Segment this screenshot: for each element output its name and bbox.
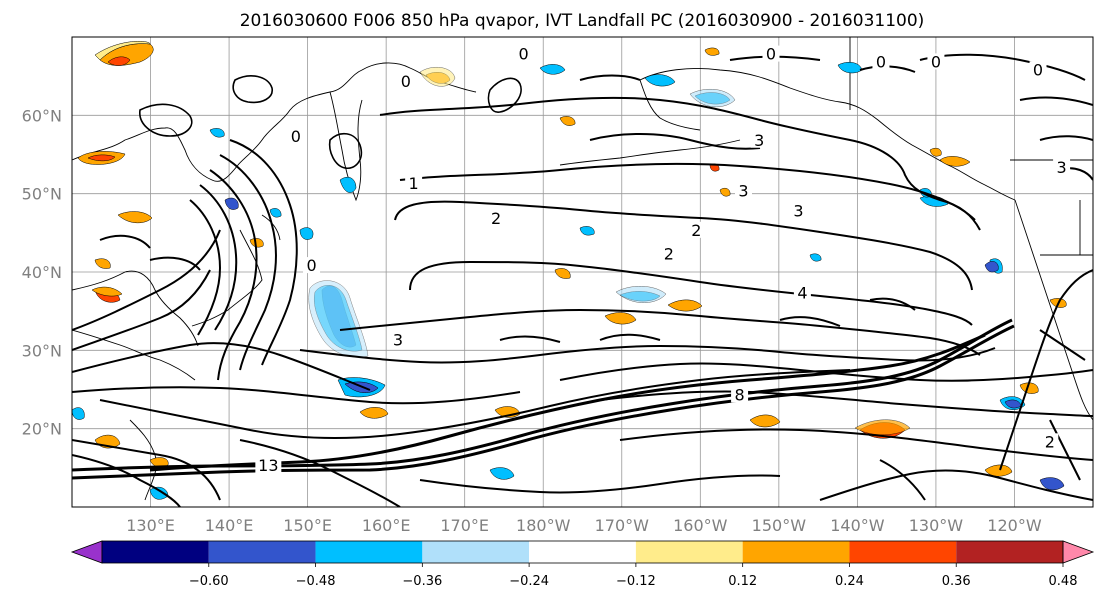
contour-label: 13 — [258, 456, 278, 475]
lon-tick-label: 120°W — [987, 516, 1042, 535]
contour-label-bg — [515, 45, 533, 62]
contour-label-bg — [1029, 61, 1047, 78]
contour-label: 1 — [409, 174, 419, 193]
lon-tick-label: 170°W — [595, 516, 650, 535]
colorbar-swatch — [315, 541, 423, 563]
contour-label-bg — [735, 182, 753, 199]
colorbar-tick-label: 0.12 — [728, 574, 757, 589]
contour-label: 0 — [1033, 60, 1043, 79]
contour-label: 0 — [306, 256, 316, 275]
contour-label: 0 — [766, 45, 776, 64]
contour-label-bg — [405, 174, 423, 191]
contour-label-bg — [389, 331, 407, 348]
colorbar: −0.60 −0.48 −0.36 −0.24 −0.12 0.12 0.24 0.36 0.4… — [70, 540, 1095, 589]
contour-label-bg — [397, 73, 415, 89]
contour-label: 0 — [876, 52, 886, 71]
lon-tick-label: 140°E — [205, 516, 254, 535]
colorbar-swatch — [208, 541, 316, 563]
contour-label: 2 — [1045, 432, 1055, 451]
contour-label: 0 — [519, 45, 529, 64]
lon-tick-label: 170°E — [440, 516, 489, 535]
contour-label-bg — [660, 245, 678, 262]
colorbar-tick-label: 0.48 — [1049, 574, 1078, 589]
lon-tick-label: 180°W — [516, 516, 571, 535]
lat-tick-label: 40°N — [22, 263, 62, 282]
colorbar-tick-label: −0.24 — [509, 574, 549, 589]
figure-title: 2016030600 F006 850 hPa qvapor, IVT Land… — [240, 11, 925, 31]
colorbar-swatch — [956, 541, 1063, 563]
lon-tick-label: 160°W — [673, 516, 728, 535]
contour-label-bg — [762, 45, 780, 62]
contour-label-bg — [927, 53, 945, 70]
lat-tick-label: 20°N — [22, 420, 62, 439]
contour-label-bg — [1053, 159, 1071, 176]
contour-label: 0 — [291, 127, 301, 146]
ivt-contours — [72, 53, 1093, 507]
lon-tick-label: 130°E — [126, 516, 175, 535]
colorbar-tick-label: 0.24 — [835, 574, 864, 589]
contour-label: 3 — [793, 201, 803, 220]
colorbar-extend-low — [70, 540, 103, 564]
lon-tick-label: 150°E — [283, 516, 332, 535]
colorbar-extend-high — [1062, 540, 1095, 564]
contour-label-bg — [731, 386, 749, 403]
contour-label-bg — [255, 456, 282, 473]
contour-label: 2 — [491, 209, 501, 228]
lon-tick-label: 130°W — [909, 516, 964, 535]
contour-label: 3 — [1056, 158, 1066, 177]
colorbar-tick-label: −0.12 — [616, 574, 656, 589]
contour-label: 4 — [797, 284, 807, 303]
contour-label-bg — [750, 131, 768, 148]
lat-tick-label: 30°N — [22, 341, 62, 360]
contour-label: 3 — [393, 331, 403, 350]
lat-tick-label: 50°N — [22, 185, 62, 204]
colorbar-outline — [101, 540, 1064, 564]
colorbar-tick-label: −0.60 — [189, 574, 229, 589]
contour-label-bg — [1041, 433, 1059, 450]
contour-label: 2 — [691, 221, 701, 240]
colorbar-swatch — [102, 541, 209, 563]
colorbar-swatch — [422, 541, 530, 563]
contour-label-bg — [789, 202, 807, 219]
colorbar-swatch — [849, 541, 957, 563]
contour-label-bg — [287, 127, 305, 144]
latitude-labels: 20°N 30°N 40°N 50°N 60°N — [22, 106, 62, 438]
lat-tick-label: 60°N — [22, 106, 62, 125]
colorbar-tick-label: 0.36 — [942, 574, 971, 589]
contour-label-bg — [687, 221, 705, 238]
lon-tick-label: 140°W — [830, 516, 885, 535]
contour-label-bg — [487, 210, 505, 227]
contour-label: 8 — [734, 385, 744, 404]
contour-label: 2 — [664, 244, 674, 263]
contour-label-bg — [793, 284, 811, 301]
lon-tick-label: 150°W — [752, 516, 807, 535]
colorbar-tick-label: −0.36 — [402, 574, 442, 589]
colorbar-swatch — [742, 541, 850, 563]
contour-label: 3 — [738, 182, 748, 201]
contour-label: 0 — [401, 72, 411, 91]
contour-label-bg — [872, 53, 890, 70]
contour-label: 3 — [754, 131, 764, 150]
contour-label: 0 — [931, 52, 941, 71]
map-frame — [71, 36, 1094, 508]
contour-label-bg — [303, 257, 321, 274]
colorbar-tick-label: −0.48 — [296, 574, 336, 589]
longitude-labels: 130°E 140°E 150°E 160°E 170°E 180°W 170°W 160°W… — [126, 516, 1042, 535]
colorbar-swatch — [529, 541, 636, 563]
lon-tick-label: 160°E — [362, 516, 411, 535]
colorbar-swatch — [635, 541, 743, 563]
